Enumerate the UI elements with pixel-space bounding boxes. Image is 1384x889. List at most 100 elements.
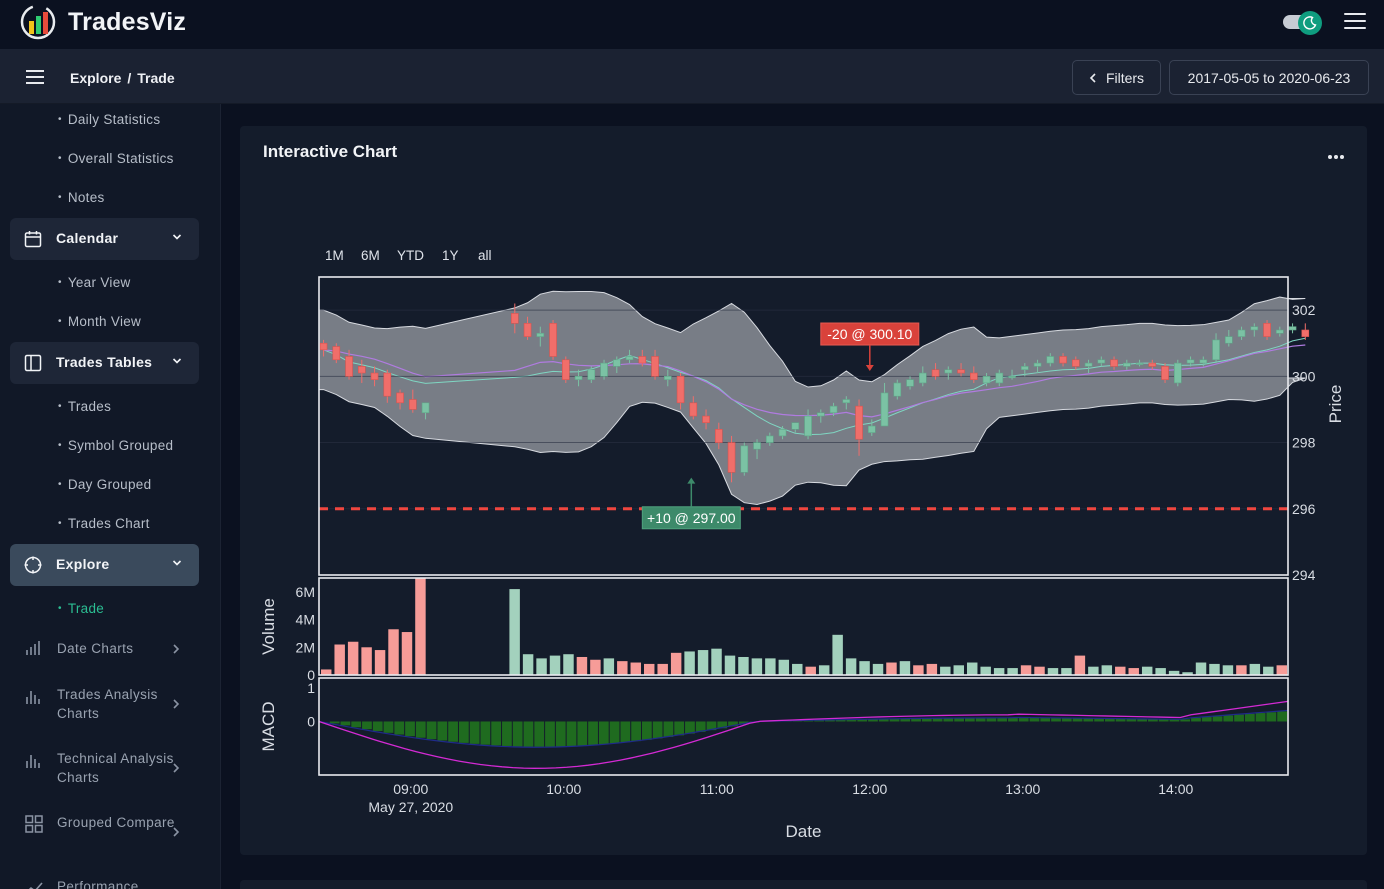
candle-body xyxy=(357,366,366,374)
volume-bar xyxy=(630,662,641,675)
x-tick-label: 11:00 xyxy=(700,781,734,797)
candle-body xyxy=(1276,329,1284,334)
axes: 294296298300302Price02M4M6MVolume01MACD0… xyxy=(259,302,1345,841)
price-tick-label: 300 xyxy=(1292,368,1316,384)
sidebar-item-trades-analysis-charts[interactable]: Trades Analysis Charts xyxy=(22,685,192,725)
chevron-down-icon xyxy=(172,560,182,566)
sidebar-item-label: Trades Analysis Charts xyxy=(57,687,158,721)
volume-bar xyxy=(778,659,790,675)
volume-bar xyxy=(657,663,668,675)
macd-tick-label: 0 xyxy=(307,713,315,729)
calendar-icon xyxy=(24,231,42,248)
macd-histogram-bar xyxy=(566,721,577,747)
volume-bar xyxy=(993,668,1005,675)
volume-bar xyxy=(845,658,857,675)
volume-bar xyxy=(711,648,722,675)
macd-histogram-bar xyxy=(1083,718,1094,722)
macd-histogram-bar xyxy=(1180,719,1191,722)
macd-histogram-bar xyxy=(545,721,555,747)
volume-bar xyxy=(1020,665,1032,675)
breadcrumb-explore[interactable]: Explore xyxy=(70,70,122,86)
volume-bar xyxy=(563,654,574,675)
volume-bar xyxy=(913,665,924,675)
sidebar-item-performance[interactable]: Performance xyxy=(22,877,192,889)
sidebar-item-symbol-grouped[interactable]: Symbol Grouped xyxy=(58,438,173,453)
chevron-left-icon xyxy=(1089,72,1096,83)
candle-body xyxy=(829,405,838,414)
macd-histogram-bar xyxy=(1234,714,1244,722)
macd-histogram-bar xyxy=(609,721,620,744)
sidebar-group-explore[interactable]: Explore xyxy=(10,544,199,586)
x-tick-label: 14:00 xyxy=(1158,781,1193,797)
sidebar-item-date-charts[interactable]: Date Charts xyxy=(22,639,192,661)
sidebar-group-calendar[interactable]: Calendar xyxy=(10,218,199,260)
sidebar-item-trades-chart[interactable]: Trades Chart xyxy=(58,516,150,531)
macd-histogram-bar xyxy=(814,720,825,722)
candle-body xyxy=(638,356,647,364)
macd-histogram-bar xyxy=(1072,718,1083,722)
range-button-1y[interactable]: 1Y xyxy=(442,248,459,263)
macd-histogram-bar xyxy=(1094,718,1104,722)
macd-histogram-bar xyxy=(415,721,426,738)
macd-histogram-bar xyxy=(932,718,943,722)
volume-bar xyxy=(415,578,426,675)
macd-histogram-bar xyxy=(577,721,588,746)
sidebar-item-grouped-compare[interactable]: Grouped Compare xyxy=(22,813,192,853)
tradesviz-logo-icon[interactable] xyxy=(20,4,56,40)
trend-icon xyxy=(28,882,43,889)
volume-bar xyxy=(1007,668,1018,675)
candle-body xyxy=(765,435,774,443)
sidebar-item-month-view[interactable]: Month View xyxy=(58,314,141,329)
candle-body xyxy=(931,369,940,377)
candle-body xyxy=(1237,329,1246,337)
sidebar-item-trade[interactable]: Trade xyxy=(58,601,104,616)
macd-histogram-bar xyxy=(329,721,340,724)
sidebar-item-trades[interactable]: Trades xyxy=(58,399,111,414)
range-button-6m[interactable]: 6M xyxy=(361,248,380,263)
volume-bar xyxy=(321,669,332,675)
sidebar-toggle-icon[interactable] xyxy=(26,70,44,84)
theme-toggle[interactable] xyxy=(1283,11,1323,35)
macd-histogram-bar xyxy=(405,721,415,737)
volume-tick-label: 2M xyxy=(296,639,315,655)
candle-body xyxy=(727,442,736,473)
volume-bar xyxy=(617,661,628,675)
macd-histogram-bar xyxy=(469,721,480,744)
sidebar-item-year-view[interactable]: Year View xyxy=(58,275,131,290)
macd-signal-line xyxy=(318,709,1289,748)
date-range-button[interactable]: 2017-05-05 to 2020-06-23 xyxy=(1169,60,1369,95)
x-axis-title: Date xyxy=(786,822,822,841)
macd-histogram-bar xyxy=(1277,711,1287,722)
brand-name[interactable]: TradesViz xyxy=(68,8,187,36)
filters-button[interactable]: Filters xyxy=(1072,60,1161,95)
candle-body xyxy=(625,356,634,361)
volume-bar xyxy=(1101,665,1113,675)
top-navbar: TradesViz xyxy=(0,0,1384,49)
macd-histogram-bar xyxy=(1061,718,1072,722)
candle-body xyxy=(995,372,1004,384)
sidebar-item-day-grouped[interactable]: Day Grouped xyxy=(58,477,151,492)
date-range-label: 2017-05-05 to 2020-06-23 xyxy=(1187,69,1351,86)
sidebar-item-overall-statistics[interactable]: Overall Statistics xyxy=(58,151,174,166)
volume-bar xyxy=(1155,668,1166,675)
price-tick-label: 294 xyxy=(1292,567,1316,583)
candle-body xyxy=(370,372,379,380)
sidebar-group-trades-tables[interactable]: Trades Tables xyxy=(10,342,199,384)
more-options-icon[interactable] xyxy=(1328,146,1348,159)
volume-bar xyxy=(401,632,413,675)
macd-histogram-bar xyxy=(921,718,932,722)
hamburger-icon[interactable] xyxy=(1344,13,1366,31)
sidebar-item-daily-statistics[interactable]: Daily Statistics xyxy=(58,112,160,127)
candle-body xyxy=(396,392,404,404)
volume-axis-title: Volume xyxy=(259,598,278,655)
range-button-ytd[interactable]: YTD xyxy=(397,248,424,263)
macd-histogram-bar xyxy=(728,721,738,727)
volume-bar xyxy=(1168,670,1180,675)
sidebar-item-technical-analysis-charts[interactable]: Technical Analysis Charts xyxy=(22,749,192,789)
overlay: -20 @ 300.10 +10 @ 297.00 xyxy=(319,322,1288,530)
sidebar-item-notes[interactable]: Notes xyxy=(58,190,105,205)
range-button-all[interactable]: all xyxy=(478,248,492,263)
volume-bar xyxy=(644,663,655,675)
range-button-1m[interactable]: 1M xyxy=(325,248,344,263)
